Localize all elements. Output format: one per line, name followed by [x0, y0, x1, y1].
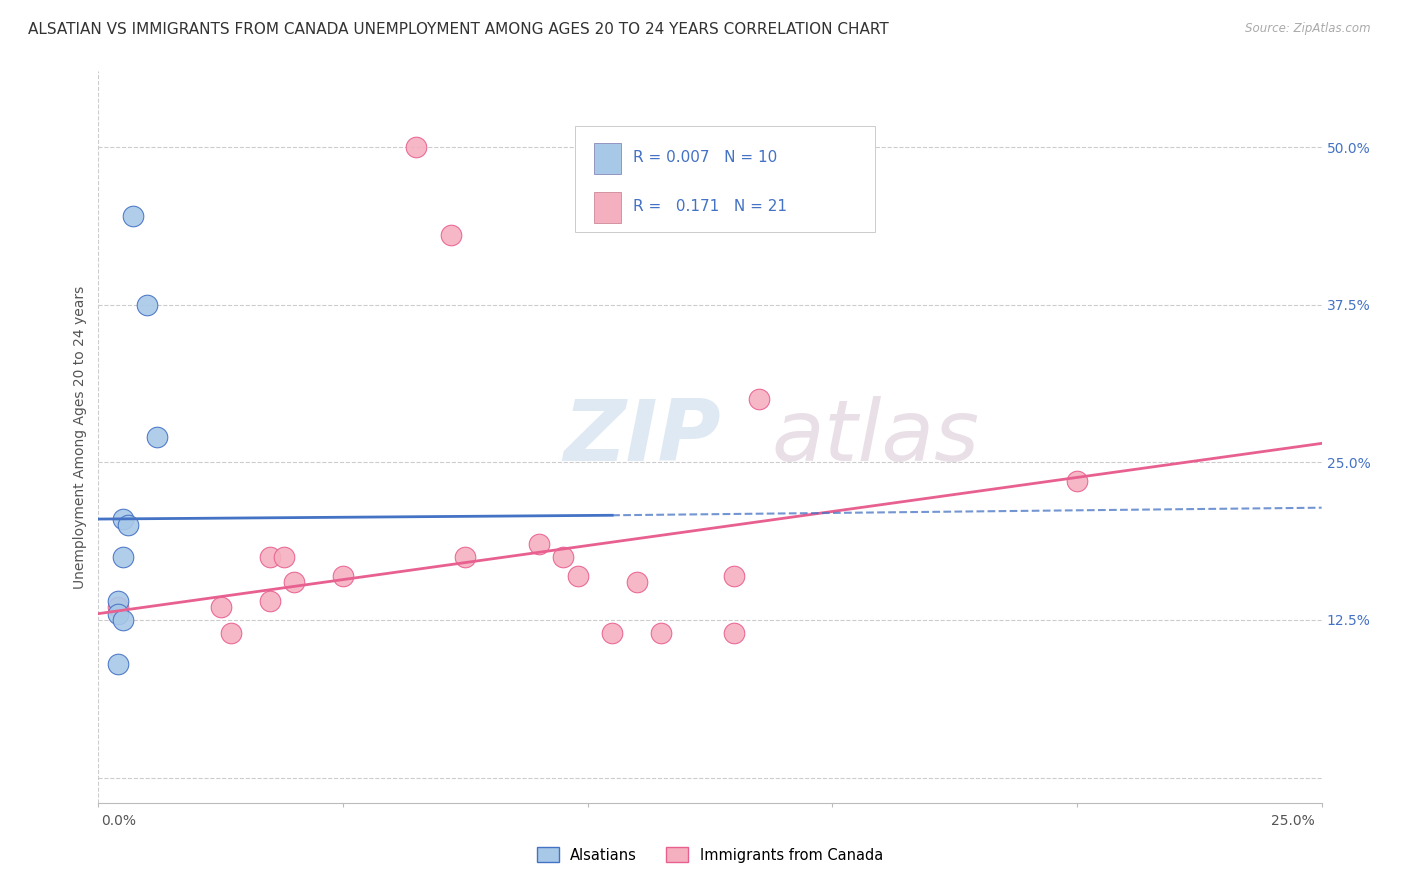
Text: Source: ZipAtlas.com: Source: ZipAtlas.com	[1246, 22, 1371, 36]
Point	[111, 549, 134, 564]
Point	[259, 549, 281, 564]
Point	[219, 625, 242, 640]
Legend: Alsatians, Immigrants from Canada: Alsatians, Immigrants from Canada	[531, 841, 889, 869]
Point	[527, 537, 550, 551]
FancyBboxPatch shape	[593, 143, 620, 174]
Point	[332, 569, 354, 583]
Point	[723, 569, 745, 583]
Point	[626, 575, 648, 590]
Point	[107, 594, 129, 608]
Point	[1066, 474, 1088, 488]
Text: ALSATIAN VS IMMIGRANTS FROM CANADA UNEMPLOYMENT AMONG AGES 20 TO 24 YEARS CORREL: ALSATIAN VS IMMIGRANTS FROM CANADA UNEMP…	[28, 22, 889, 37]
Text: 0.0%: 0.0%	[101, 814, 136, 828]
Point	[259, 594, 281, 608]
Text: R = 0.007   N = 10: R = 0.007 N = 10	[633, 150, 778, 165]
Point	[146, 430, 169, 444]
Point	[273, 549, 295, 564]
Point	[454, 549, 477, 564]
Point	[107, 600, 129, 615]
Text: atlas: atlas	[772, 395, 979, 479]
Point	[723, 625, 745, 640]
Y-axis label: Unemployment Among Ages 20 to 24 years: Unemployment Among Ages 20 to 24 years	[73, 285, 87, 589]
Point	[209, 600, 232, 615]
Point	[553, 549, 575, 564]
FancyBboxPatch shape	[575, 126, 875, 232]
Point	[748, 392, 770, 407]
Point	[107, 607, 129, 621]
FancyBboxPatch shape	[593, 192, 620, 223]
Point	[136, 298, 159, 312]
Point	[121, 210, 143, 224]
Point	[440, 228, 463, 243]
Point	[111, 613, 134, 627]
Point	[117, 518, 139, 533]
Point	[283, 575, 305, 590]
Point	[111, 512, 134, 526]
Point	[650, 625, 672, 640]
Text: 25.0%: 25.0%	[1271, 814, 1315, 828]
Point	[405, 140, 427, 154]
Text: ZIP: ZIP	[564, 395, 721, 479]
Point	[600, 625, 623, 640]
Point	[107, 657, 129, 671]
Point	[567, 569, 589, 583]
Text: R =   0.171   N = 21: R = 0.171 N = 21	[633, 199, 787, 214]
